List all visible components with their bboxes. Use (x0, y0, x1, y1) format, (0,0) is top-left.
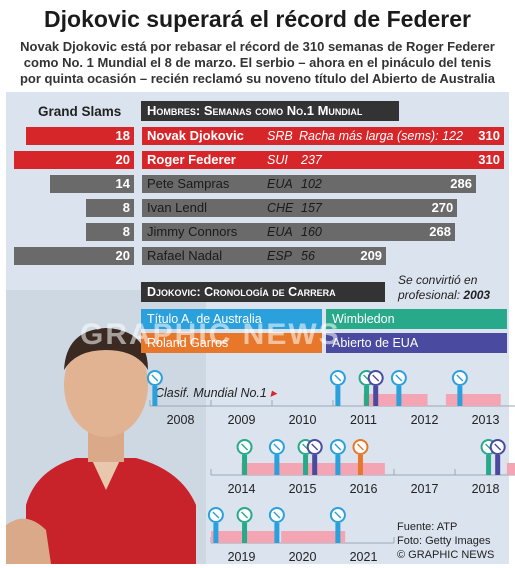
longest-streak-value: 237 (301, 153, 322, 167)
title-marker-australia (329, 507, 346, 543)
subtitle-line-3: por quinta ocasión – recién reclamó su n… (19, 71, 496, 86)
legend-roland-garros: Roland Garros (141, 333, 322, 353)
title-marker-australia (329, 439, 346, 475)
rank1-period (363, 394, 428, 406)
longest-streak-value: 56 (301, 249, 315, 263)
year-label: 2016 (350, 482, 378, 496)
grand-slams-bar: 8 (86, 223, 134, 241)
legend-us-open: Abierto de EUA (326, 333, 507, 353)
player-country: CHE (267, 201, 294, 215)
title-marker-australia (268, 439, 285, 475)
player-country: EUA (267, 177, 293, 191)
year-label: 2021 (350, 550, 378, 564)
title-marker-australia (329, 370, 346, 406)
legend-australia: Título A. de Australia (141, 309, 322, 329)
rank1-period (506, 463, 515, 475)
legend-wimbledon: Wimbledon (326, 309, 507, 329)
subtitle-line-1: Novak Djokovic está por rebasar el récor… (20, 39, 495, 54)
longest-streak-value: 160 (301, 225, 322, 239)
title-marker-wimbledon (236, 507, 253, 543)
source-credit: Fuente: ATP (397, 521, 458, 533)
player-country: ESP (267, 249, 293, 263)
weeks-bar: 286 (142, 175, 476, 193)
year-label: 2009 (228, 413, 256, 427)
page-title: Djokovic superará el récord de Federer (44, 6, 471, 32)
timeline-title: Djokovic: Cronología de Carrera (141, 282, 385, 302)
grand-slams-bar: 8 (86, 199, 134, 217)
grand-slams-bar: 14 (50, 175, 134, 193)
rank1-label: Clasif. Mundial No.1 ▸ (155, 386, 277, 400)
player-name: Rafael Nadal (147, 248, 223, 263)
weeks-chart-title: Hombres: Semanas como No.1 Mundial (141, 101, 399, 121)
player-country: SRB (267, 129, 293, 143)
grand-slams-header: Grand Slams (38, 104, 122, 119)
pro-year: 2003 (463, 288, 491, 302)
year-label: 2018 (472, 482, 500, 496)
year-label: 2020 (289, 550, 317, 564)
watermark: GRAPHIC NEWS (80, 318, 341, 351)
year-label: 2019 (228, 550, 256, 564)
title-marker-roland_garros (352, 439, 369, 475)
longest-streak-value: 102 (301, 177, 322, 191)
player-name: Pete Sampras (147, 176, 230, 191)
weeks-bar: 310 (142, 151, 504, 169)
weeks-bar: 270 (142, 199, 458, 217)
brand-credit: © GRAPHIC NEWS (397, 549, 495, 561)
year-label: 2013 (472, 413, 500, 427)
title-marker-us_open (306, 439, 323, 475)
grand-slams-bar: 18 (26, 127, 134, 145)
year-label: 2012 (411, 413, 439, 427)
title-marker-australia (268, 507, 285, 543)
title-marker-australia (451, 370, 468, 406)
year-label: 2010 (289, 413, 317, 427)
title-marker-wimbledon (236, 439, 253, 475)
grand-slams-bar: 20 (14, 151, 134, 169)
title-marker-australia (390, 370, 407, 406)
pro-note: Se convirtió en (398, 273, 478, 287)
weeks-bar: 310 (142, 127, 504, 145)
weeks-bar: 268 (142, 223, 455, 241)
year-label: 2008 (167, 413, 195, 427)
player-country: EUA (267, 225, 293, 239)
player-country: SUI (267, 153, 288, 167)
year-label: 2014 (228, 482, 256, 496)
year-label: 2017 (411, 482, 439, 496)
pro-note-line2: profesional: 2003 (398, 288, 491, 302)
year-label: 2011 (350, 413, 377, 427)
weeks-bar: 209 (142, 247, 387, 265)
rank1-period (281, 531, 346, 543)
photo-credit: Foto: Getty Images (397, 535, 491, 547)
longest-streak-note: Racha más larga (sems): 122 (299, 129, 463, 143)
title-marker-australia (207, 507, 224, 543)
player-photo (6, 290, 206, 564)
player-name: Jimmy Connors (147, 224, 238, 239)
rank1-period (445, 394, 501, 406)
subtitle-line-2: como No. 1 Mundial el 8 de marzo. El ser… (23, 55, 492, 70)
player-name: Novak Djokovic (147, 128, 244, 143)
player-name: Roger Federer (147, 152, 236, 167)
player-name: Ivan Lendl (147, 200, 207, 215)
title-marker-us_open (489, 439, 506, 475)
title-marker-australia (146, 370, 163, 406)
year-label: 2015 (289, 482, 317, 496)
title-marker-us_open (367, 370, 384, 406)
longest-streak-value: 157 (301, 201, 322, 215)
grand-slams-bar: 20 (14, 247, 134, 265)
